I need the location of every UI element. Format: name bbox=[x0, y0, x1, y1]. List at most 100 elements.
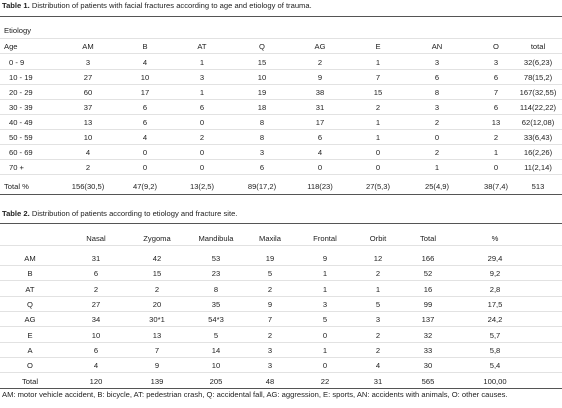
row-header: 70 + bbox=[9, 163, 24, 172]
table-cell: 33(6,43) bbox=[523, 133, 553, 142]
table-cell: 18 bbox=[257, 103, 267, 112]
table-cell: 30*1 bbox=[149, 315, 165, 325]
table-cell: 78(15,2) bbox=[523, 73, 553, 82]
row-separator bbox=[0, 295, 562, 297]
table-cell: 11(2,14) bbox=[524, 163, 552, 172]
row-header: 50 - 59 bbox=[9, 133, 33, 142]
table-cell: 8 bbox=[259, 133, 265, 142]
row-header: AG bbox=[24, 315, 36, 325]
table-cell: 14 bbox=[211, 345, 221, 355]
row-header: 0 - 9 bbox=[9, 58, 25, 67]
table-cell: 0 bbox=[322, 330, 328, 340]
table-cell: 37 bbox=[83, 103, 93, 112]
table-cell: 27 bbox=[91, 299, 101, 309]
row-separator bbox=[0, 280, 562, 282]
table-cell: 9 bbox=[317, 73, 323, 82]
table-cell: 33 bbox=[423, 345, 433, 355]
table-cell: 62(12,08) bbox=[521, 118, 555, 127]
table-cell: 4 bbox=[142, 58, 148, 67]
table-cell: 5 bbox=[322, 315, 328, 325]
table-cell: 4 bbox=[317, 148, 323, 157]
table-cell: 5 bbox=[213, 330, 219, 340]
table-cell: 29,4 bbox=[487, 254, 503, 263]
table-cell: 1 bbox=[322, 284, 328, 294]
table-cell: 137 bbox=[421, 315, 435, 325]
column-header: AN bbox=[431, 42, 443, 51]
table-cell: 7 bbox=[267, 315, 273, 325]
table-cell: 10 bbox=[140, 73, 150, 82]
total-cell: 89(17,2) bbox=[247, 182, 277, 191]
total-cell: 31 bbox=[373, 377, 383, 386]
table-cell: 9 bbox=[267, 299, 273, 309]
row-separator bbox=[0, 265, 562, 266]
row-separator bbox=[0, 99, 562, 100]
table-cell: 6 bbox=[93, 345, 99, 355]
table-cell: 2 bbox=[434, 118, 440, 127]
row-header: 10 - 19 bbox=[9, 73, 33, 82]
table-cell: 20 bbox=[152, 299, 162, 309]
table-cell: 4 bbox=[142, 133, 148, 142]
column-header: % bbox=[491, 234, 499, 243]
table-cell: 4 bbox=[375, 361, 381, 371]
table-cell: 2 bbox=[317, 58, 323, 67]
row-separator bbox=[0, 174, 562, 175]
rule bbox=[0, 388, 562, 389]
table-cell: 3 bbox=[267, 345, 273, 355]
table-cell: 1 bbox=[375, 118, 381, 127]
column-header: Total bbox=[419, 234, 437, 243]
table-cell: 8 bbox=[213, 284, 219, 294]
group-header: Etiology bbox=[4, 26, 32, 35]
table-cell: 166 bbox=[421, 254, 435, 263]
row-separator bbox=[0, 144, 562, 145]
table-cell: 6 bbox=[317, 133, 323, 142]
table-cell: 1 bbox=[199, 88, 205, 97]
table-cell: 10 bbox=[211, 361, 221, 371]
table-cell: 1 bbox=[375, 284, 381, 294]
table-cell: 114(22,22) bbox=[519, 103, 557, 112]
table-label: Table 2. bbox=[2, 209, 30, 218]
table-cell: 2 bbox=[267, 330, 273, 340]
total-cell: 13(2,5) bbox=[189, 182, 215, 191]
table-cell: 6 bbox=[493, 73, 499, 82]
table-cell: 5,7 bbox=[489, 330, 501, 340]
table-cell: 6 bbox=[142, 103, 148, 112]
table-cell: 2 bbox=[85, 163, 91, 172]
table-cell: 0 bbox=[375, 163, 381, 172]
row-separator bbox=[0, 53, 562, 54]
table-cell: 2 bbox=[375, 103, 381, 112]
table-cell: 32 bbox=[423, 330, 433, 340]
table-cell: 3 bbox=[259, 148, 265, 157]
table-cell: 6 bbox=[259, 163, 265, 172]
table-cell: 17,5 bbox=[487, 299, 503, 309]
table-cell: 0 bbox=[199, 163, 205, 172]
table-cell: 2 bbox=[93, 284, 99, 294]
table-cell: 5,4 bbox=[489, 361, 501, 371]
table-cell: 16 bbox=[423, 284, 433, 294]
table-cell: 13 bbox=[491, 118, 501, 127]
total-cell: 48 bbox=[265, 377, 275, 386]
table-cell: 35 bbox=[211, 299, 221, 309]
table-cell: 3 bbox=[85, 58, 91, 67]
column-header: Q bbox=[259, 42, 265, 51]
table-caption: Table 2. Distribution of patients accord… bbox=[2, 209, 237, 218]
table-cell: 53 bbox=[211, 254, 221, 263]
caption-text: Distribution of patients with facial fra… bbox=[31, 1, 312, 10]
table-label: Table 1. bbox=[2, 1, 30, 10]
total-cell: 47(9,2) bbox=[132, 182, 158, 191]
table-cell: 2 bbox=[267, 284, 273, 294]
row-header: Q bbox=[27, 299, 33, 309]
row-header: 60 - 69 bbox=[9, 148, 33, 157]
row-separator bbox=[0, 114, 562, 115]
table-cell: 1 bbox=[375, 58, 381, 67]
total-cell: 156(30,5) bbox=[71, 182, 105, 191]
table-cell: 1 bbox=[322, 269, 328, 279]
table-cell: 54*3 bbox=[208, 315, 224, 325]
column-header: Mandibula bbox=[198, 234, 234, 243]
table-cell: 0 bbox=[493, 163, 499, 172]
row-separator bbox=[0, 84, 562, 85]
column-header: Orbit bbox=[369, 234, 387, 243]
row-separator bbox=[0, 372, 562, 374]
table-cell: 10 bbox=[83, 133, 93, 142]
table-cell: 10 bbox=[91, 330, 101, 340]
row-separator bbox=[0, 38, 562, 39]
